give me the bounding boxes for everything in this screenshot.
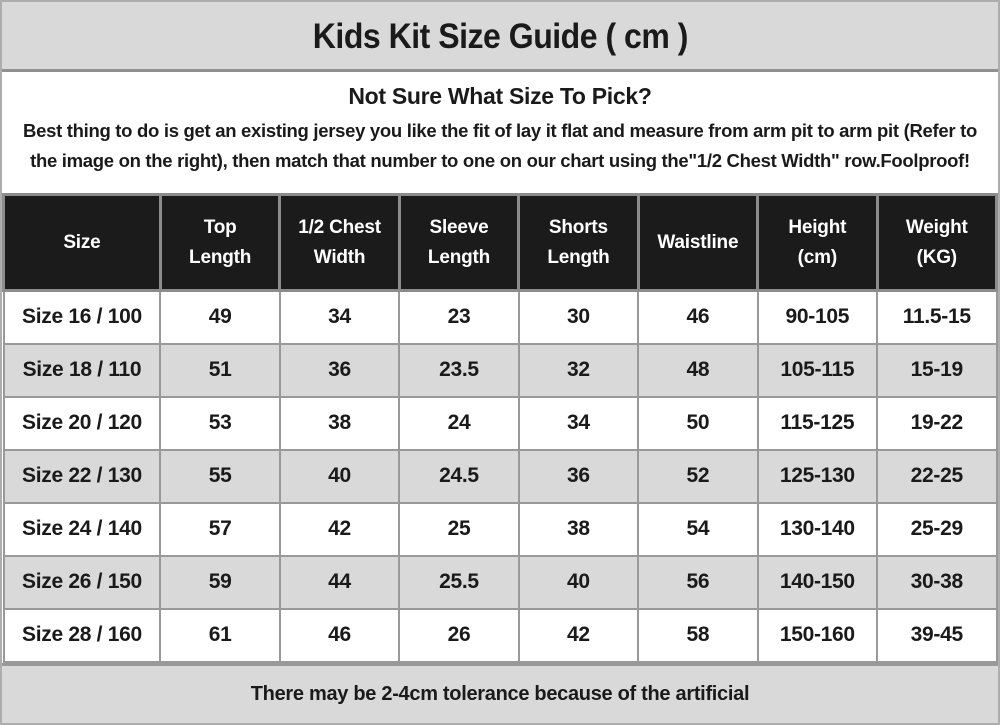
value-cell: 46 <box>278 607 401 663</box>
value-cell: 25 <box>398 501 520 557</box>
intro-body: Best thing to do is get an existing jers… <box>23 120 977 171</box>
value-cell: 39-45 <box>876 607 998 663</box>
value-cell: 55 <box>159 448 281 504</box>
col-header-height: Height (cm) <box>756 193 879 292</box>
col-header-half-chest-width: 1/2 Chest Width <box>278 193 401 292</box>
col-header-top-length: Top Length <box>158 193 282 292</box>
value-cell: 11.5-15 <box>876 289 998 345</box>
size-cell: Size 28 / 160 <box>2 607 162 663</box>
value-cell: 130-140 <box>756 501 879 557</box>
value-cell: 38 <box>517 501 640 557</box>
value-cell: 48 <box>637 342 759 398</box>
value-cell: 56 <box>637 554 759 610</box>
value-cell: 90-105 <box>756 289 879 345</box>
value-cell: 42 <box>517 607 640 663</box>
header-row: Size Top Length 1/2 Chest Width Sleeve L… <box>2 193 999 292</box>
value-cell: 50 <box>637 395 759 451</box>
value-cell: 51 <box>159 342 281 398</box>
value-cell: 54 <box>637 501 759 557</box>
value-cell: 57 <box>159 501 281 557</box>
table-row: Size 24 / 140 57 42 25 38 54 130-140 25-… <box>2 501 998 557</box>
value-cell: 44 <box>278 554 401 610</box>
table-row: Size 16 / 100 49 34 23 30 46 90-105 11.5… <box>2 289 998 345</box>
value-cell: 34 <box>278 289 401 345</box>
col-header-weight: Weight (KG) <box>875 193 999 292</box>
table-row: Size 26 / 150 59 44 25.5 40 56 140-150 3… <box>2 554 998 610</box>
value-cell: 26 <box>398 607 520 663</box>
value-cell: 115-125 <box>756 395 879 451</box>
value-cell: 40 <box>517 554 640 610</box>
value-cell: 23.5 <box>398 342 520 398</box>
value-cell: 61 <box>159 607 281 663</box>
value-cell: 150-160 <box>756 607 879 663</box>
size-cell: Size 26 / 150 <box>2 554 162 610</box>
value-cell: 30-38 <box>876 554 998 610</box>
title-bar: Kids Kit Size Guide ( cm ) <box>2 2 998 72</box>
value-cell: 140-150 <box>756 554 879 610</box>
value-cell: 52 <box>637 448 759 504</box>
value-cell: 125-130 <box>756 448 879 504</box>
value-cell: 42 <box>278 501 401 557</box>
value-cell: 59 <box>159 554 281 610</box>
tolerance-note: There may be 2-4cm tolerance because of … <box>250 682 750 705</box>
value-cell: 34 <box>517 395 640 451</box>
intro-section: Not Sure What Size To Pick? Best thing t… <box>2 72 998 193</box>
value-cell: 53 <box>159 395 281 451</box>
size-cell: Size 20 / 120 <box>2 395 162 451</box>
value-cell: 30 <box>517 289 640 345</box>
value-cell: 24 <box>398 395 520 451</box>
value-cell: 46 <box>637 289 759 345</box>
table-row: Size 22 / 130 55 40 24.5 36 52 125-130 2… <box>2 448 998 504</box>
table-row: Size 28 / 160 61 46 26 42 58 150-160 39-… <box>2 607 998 663</box>
value-cell: 38 <box>278 395 401 451</box>
value-cell: 40 <box>278 448 401 504</box>
value-cell: 105-115 <box>756 342 879 398</box>
col-header-size: Size <box>2 193 162 292</box>
size-cell: Size 16 / 100 <box>2 289 162 345</box>
value-cell: 36 <box>517 448 640 504</box>
table-row: Size 18 / 110 51 36 23.5 32 48 105-115 1… <box>2 342 998 398</box>
size-table: Size Top Length 1/2 Chest Width Sleeve L… <box>2 193 999 663</box>
size-cell: Size 22 / 130 <box>2 448 162 504</box>
col-header-sleeve-length: Sleeve Length <box>397 193 521 292</box>
value-cell: 25.5 <box>398 554 520 610</box>
value-cell: 25-29 <box>876 501 998 557</box>
value-cell: 22-25 <box>876 448 998 504</box>
table-row: Size 20 / 120 53 38 24 34 50 115-125 19-… <box>2 395 998 451</box>
value-cell: 49 <box>159 289 281 345</box>
size-cell: Size 24 / 140 <box>2 501 162 557</box>
value-cell: 58 <box>637 607 759 663</box>
col-header-shorts-length: Shorts Length <box>517 193 640 292</box>
value-cell: 24.5 <box>398 448 520 504</box>
value-cell: 19-22 <box>876 395 998 451</box>
value-cell: 23 <box>398 289 520 345</box>
value-cell: 15-19 <box>876 342 998 398</box>
value-cell: 32 <box>517 342 640 398</box>
page-title: Kids Kit Size Guide ( cm ) <box>312 14 688 55</box>
intro-heading: Not Sure What Size To Pick? <box>348 83 652 109</box>
footer-note: There may be 2-4cm tolerance because of … <box>2 662 998 723</box>
size-cell: Size 18 / 110 <box>2 342 162 398</box>
col-header-waistline: Waistline <box>636 193 760 292</box>
value-cell: 36 <box>278 342 401 398</box>
